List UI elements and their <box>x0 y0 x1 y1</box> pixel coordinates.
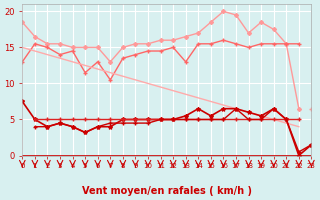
X-axis label: Vent moyen/en rafales ( km/h ): Vent moyen/en rafales ( km/h ) <box>82 186 252 196</box>
